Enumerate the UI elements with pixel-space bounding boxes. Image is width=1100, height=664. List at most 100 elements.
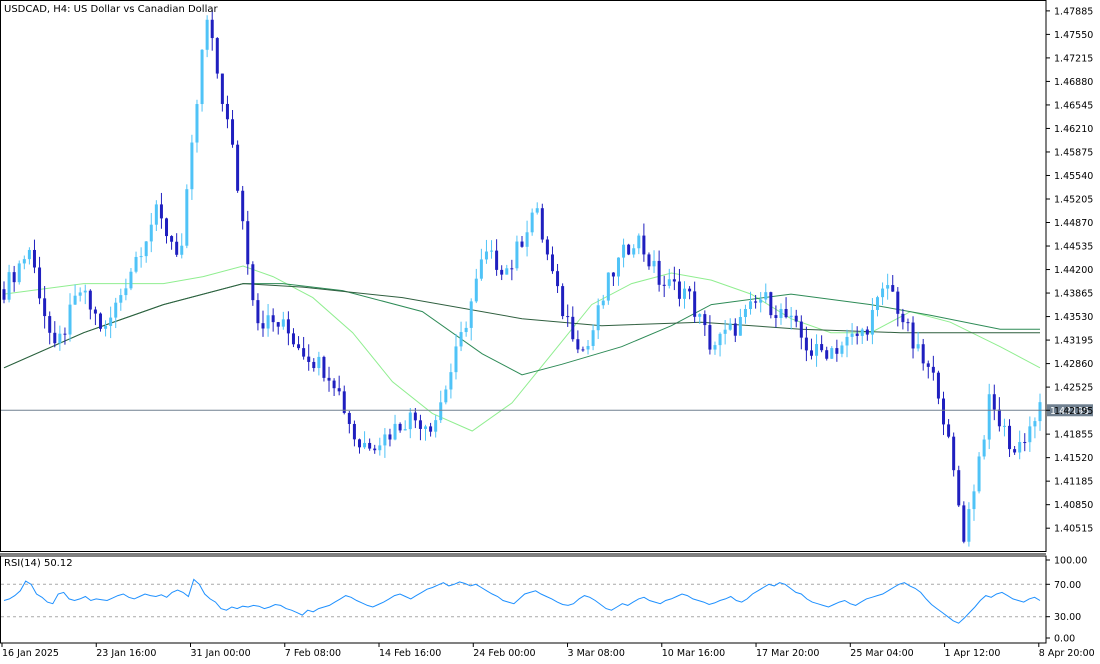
candle-body (840, 345, 844, 354)
candle-body (109, 317, 113, 326)
candle-body (302, 348, 306, 357)
candle-body (962, 505, 966, 542)
candle-body (327, 377, 331, 381)
rsi-title: RSI(14) 50.12 (4, 558, 73, 569)
candle-body (38, 267, 42, 299)
candle-body (723, 329, 727, 334)
candle-body (495, 250, 499, 270)
candle-body (515, 241, 519, 269)
candle-body (149, 224, 153, 242)
y-tick-label: 1.46880 (1054, 77, 1093, 88)
candle-body (1018, 442, 1022, 453)
candle-body (165, 218, 169, 237)
y-tick-label: 1.47550 (1054, 30, 1093, 41)
y-tick-label: 1.41185 (1054, 477, 1093, 488)
candle-body (550, 254, 554, 272)
y-tick-label: 1.47885 (1054, 6, 1093, 17)
candle-body (667, 279, 671, 286)
candle-body (764, 292, 768, 300)
candle-body (104, 325, 108, 329)
y-tick-label: 1.42860 (1054, 359, 1093, 370)
candle-body (195, 104, 199, 143)
candle-body (32, 249, 36, 268)
candle-body (1023, 442, 1027, 444)
candle-body (947, 424, 951, 437)
candle-body (708, 325, 712, 350)
candle-body (505, 268, 509, 275)
candle-body (175, 241, 179, 255)
x-tick-label: 24 Feb 00:00 (473, 648, 535, 659)
candle-body (911, 322, 915, 349)
candle-body (520, 241, 524, 247)
candle-body (154, 204, 158, 225)
candle-body (865, 329, 869, 335)
candle-body (556, 271, 560, 287)
y-tick-label: 1.40850 (1054, 500, 1093, 511)
moving-average-line (3, 265, 1041, 432)
candle-body (185, 189, 189, 246)
x-tick-label: 14 Feb 16:00 (379, 648, 441, 659)
candlestick-series (2, 9, 1042, 547)
candle-body (566, 316, 570, 318)
candle-body (622, 244, 626, 258)
candle-body (449, 372, 453, 390)
candle-body (408, 412, 412, 430)
candle-body (53, 332, 57, 344)
candle-body (464, 327, 468, 333)
candle-body (616, 257, 620, 277)
candle-body (200, 49, 204, 105)
candle-body (388, 434, 392, 440)
candle-body (835, 348, 839, 354)
candle-body (642, 235, 646, 255)
candle-body (886, 285, 890, 289)
candle-body (459, 332, 463, 347)
candle-body (632, 248, 636, 255)
candle-body (1013, 449, 1017, 453)
candle-body (906, 322, 910, 324)
candle-body (875, 297, 879, 310)
candle-body (469, 301, 473, 328)
candle-body (180, 245, 184, 255)
candle-body (510, 268, 514, 270)
candle-body (1002, 425, 1006, 427)
candle-body (693, 291, 697, 317)
candle-body (891, 285, 895, 292)
candle-body (231, 119, 235, 145)
candle-body (73, 295, 77, 305)
rsi-y-tick-label: 30.00 (1054, 612, 1081, 623)
x-tick-label: 17 Mar 20:00 (756, 648, 819, 659)
candle-body (490, 250, 494, 252)
candle-body (271, 315, 275, 323)
candle-body (291, 333, 295, 345)
candle-body (733, 323, 737, 336)
candle-body (703, 314, 707, 326)
candle-body (627, 244, 631, 255)
candle-body (347, 412, 351, 424)
candle-body (596, 305, 600, 331)
candle-body (530, 212, 534, 233)
candle-body (276, 322, 280, 327)
candle-body (881, 288, 885, 298)
candle-body (830, 348, 834, 359)
y-tick-label: 1.46210 (1054, 124, 1093, 135)
y-tick-label: 1.43530 (1054, 312, 1093, 323)
candle-body (43, 298, 47, 317)
candle-body (921, 344, 925, 364)
candle-body (88, 290, 92, 310)
candle-body (738, 317, 742, 336)
y-tick-label: 1.43865 (1054, 289, 1093, 300)
candle-body (337, 388, 341, 392)
candle-body (159, 204, 163, 219)
candle-body (896, 291, 900, 314)
candle-body (114, 302, 118, 318)
candle-body (1038, 402, 1042, 422)
y-tick-label: 1.42525 (1054, 383, 1093, 394)
x-tick-label: 1 Apr 12:00 (945, 648, 1001, 659)
candle-body (987, 394, 991, 440)
y-tick-label: 1.40515 (1054, 524, 1093, 535)
candle-body (403, 429, 407, 431)
y-tick-label: 1.43195 (1054, 336, 1093, 347)
y-tick-label: 1.47215 (1054, 53, 1093, 64)
